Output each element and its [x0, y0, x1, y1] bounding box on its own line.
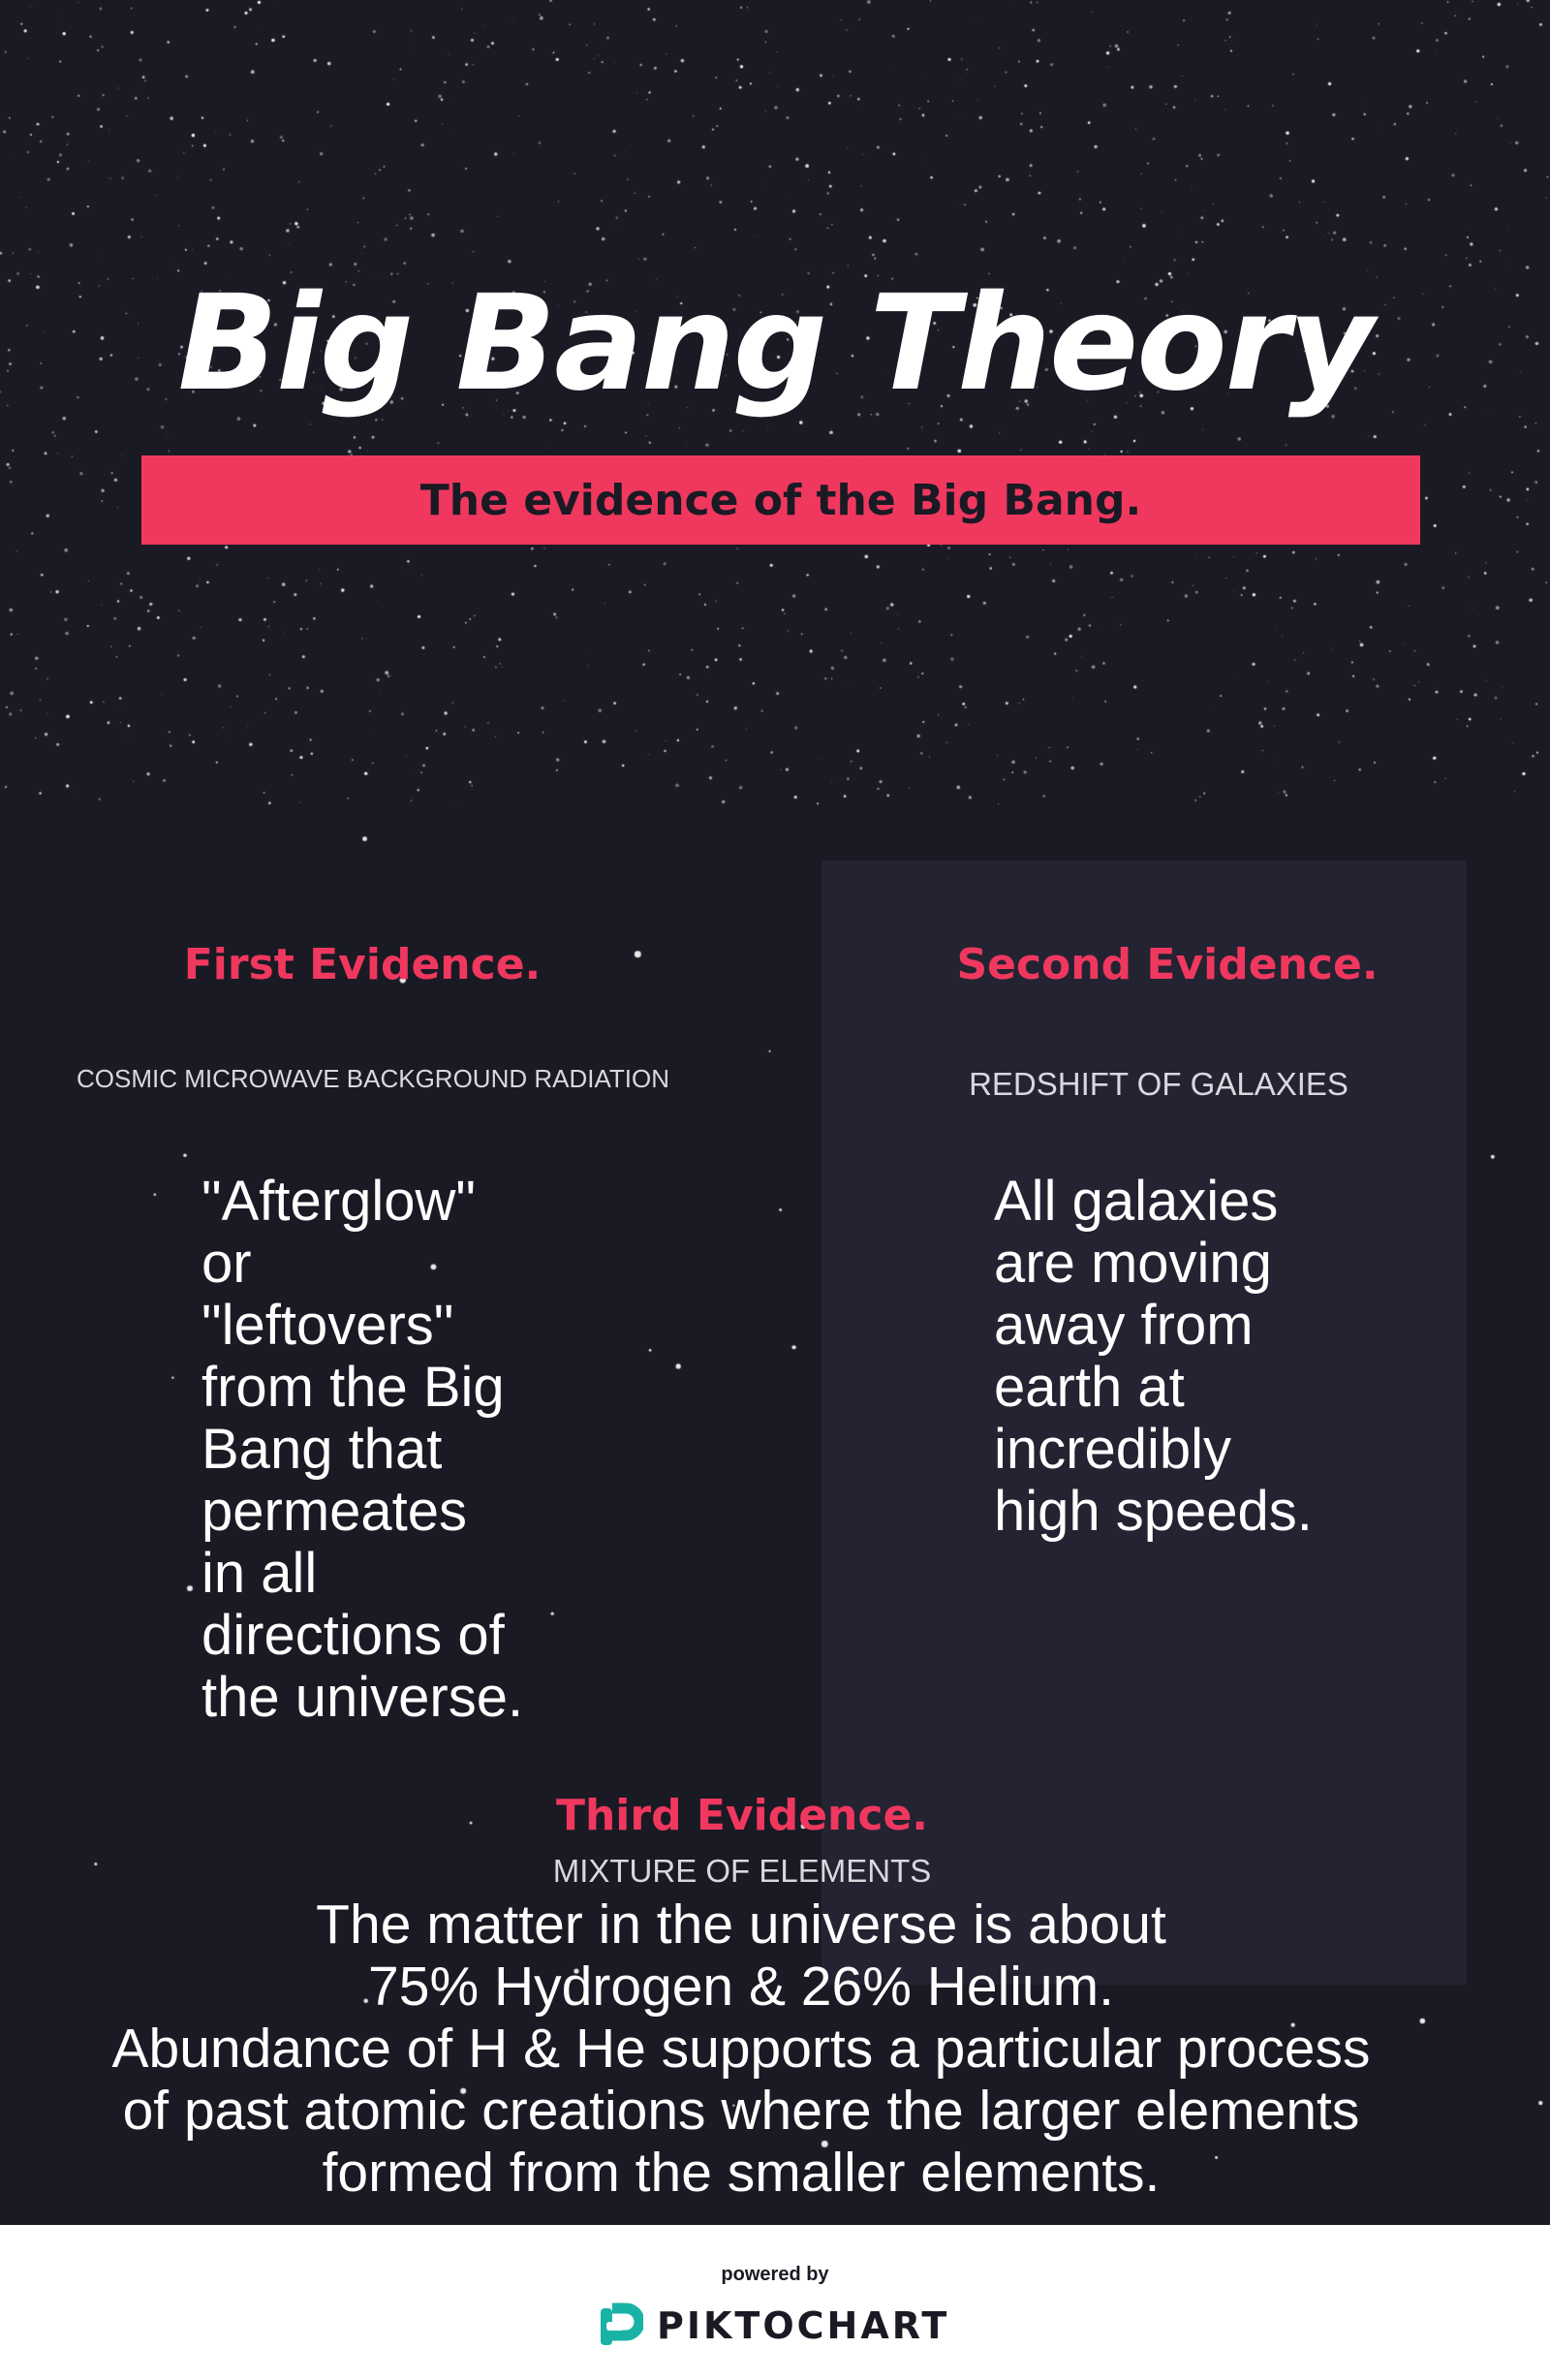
evidence-body-line: high speeds. [994, 1480, 1313, 1543]
evidence-body-line: in all [202, 1542, 318, 1605]
evidence-body-line: the universe. [202, 1666, 524, 1729]
evidence-body-line: formed from the smaller elements. [322, 2142, 1161, 2204]
third-evidence-subheading: MIXTURE OF ELEMENTS [552, 1853, 932, 1889]
evidence-body-line: incredibly [994, 1418, 1231, 1481]
evidence-body-line: away from [994, 1294, 1254, 1357]
page-subtitle: The evidence of the Big Bang. [419, 475, 1142, 525]
evidence-body-line: Abundance of H & He supports a particula… [111, 2018, 1371, 2080]
piktochart-logo-icon [601, 2302, 643, 2345]
evidence-body-line: The matter in the universe is about [316, 1894, 1166, 1956]
first-evidence-heading: First Evidence. [183, 940, 542, 989]
powered-by-label: powered by [721, 2264, 829, 2285]
footer: powered by PIKTOCHART [0, 2225, 1550, 2380]
subtitle-banner: The evidence of the Big Bang. [141, 455, 1420, 545]
piktochart-wordmark: PIKTOCHART [657, 2304, 950, 2347]
first-evidence-body: "Afterglow" or "leftovers" from the Big Bang… [202, 1171, 608, 1729]
evidence-body-line: of past atomic creations where the large… [122, 2080, 1360, 2142]
second-evidence-subheading: REDSHIFT OF GALAXIES [969, 1066, 1348, 1102]
evidence-body-line: "leftovers" [202, 1294, 454, 1357]
third-evidence-body: The matter in the universe is about 75% H… [19, 1894, 1463, 2204]
evidence-body-line: or [202, 1232, 252, 1295]
hero-section: Big Bang Theory The evidence of the Big … [0, 0, 1550, 804]
evidence-body-line: from the Big [202, 1356, 505, 1419]
evidence-body-line: Bang that [202, 1418, 443, 1481]
evidence-body-line: directions of [202, 1604, 505, 1667]
evidence-body-line: earth at [994, 1356, 1185, 1419]
page-title: Big Bang Theory [177, 267, 1375, 421]
second-evidence-panel [822, 861, 1467, 1985]
evidence-body-line: 75% Hydrogen & 26% Helium. [368, 1956, 1114, 2018]
second-evidence-body: All galaxies are moving away from earth at i… [994, 1171, 1401, 1543]
second-evidence-heading: Second Evidence. [956, 940, 1379, 989]
evidence-body-line: All galaxies [994, 1170, 1279, 1233]
evidence-body-line: are moving [994, 1232, 1272, 1295]
evidence-body-line: "Afterglow" [202, 1170, 476, 1233]
third-evidence-heading: Third Evidence. [555, 1791, 929, 1840]
first-evidence-subheading: COSMIC MICROWAVE BACKGROUND RADIATION [77, 1064, 669, 1093]
piktochart-brand[interactable]: PIKTOCHART [599, 2297, 949, 2355]
evidence-body-line: permeates [202, 1480, 468, 1543]
